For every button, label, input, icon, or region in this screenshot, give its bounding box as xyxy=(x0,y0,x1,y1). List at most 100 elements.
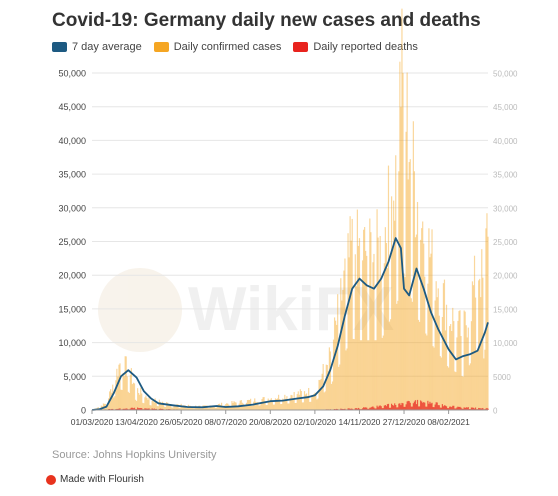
daily-deaths-bar xyxy=(348,408,350,410)
daily-cases-bar xyxy=(389,319,392,410)
y-tick-label-right: 5000 xyxy=(493,373,511,382)
daily-cases-bar xyxy=(251,405,253,410)
daily-deaths-bar xyxy=(415,404,418,410)
y-tick-label-right: 25,000 xyxy=(493,238,518,247)
daily-cases-bar xyxy=(152,400,154,410)
daily-cases-bar xyxy=(261,399,263,410)
x-tick-label: 08/07/2020 xyxy=(204,417,247,427)
y-tick-label-right: 30,000 xyxy=(493,204,518,213)
daily-cases-bar xyxy=(344,258,346,410)
daily-deaths-bar xyxy=(132,408,135,410)
daily-deaths-bar xyxy=(450,406,452,410)
daily-cases-bar xyxy=(122,372,124,410)
daily-deaths-bar xyxy=(111,408,113,410)
daily-cases-bar xyxy=(140,387,142,410)
legend-item-7-day-average[interactable]: 7 day average xyxy=(52,41,142,53)
daily-deaths-bar xyxy=(394,403,396,410)
y-tick-label-right: 15,000 xyxy=(493,305,518,314)
daily-deaths-bar xyxy=(382,408,384,410)
daily-cases-bar xyxy=(258,405,260,410)
daily-deaths-bar xyxy=(155,408,157,410)
daily-deaths-bar xyxy=(395,404,397,410)
source-note: Source: Johns Hopkins University xyxy=(52,449,217,461)
daily-cases-bar xyxy=(442,283,445,410)
daily-cases-bar xyxy=(467,327,469,410)
daily-cases-bar xyxy=(453,321,455,410)
daily-cases-bar xyxy=(167,402,169,410)
daily-cases-bar xyxy=(242,403,244,410)
daily-deaths-bar xyxy=(403,406,405,410)
daily-cases-bar xyxy=(432,346,434,410)
daily-cases-bar xyxy=(212,405,214,410)
daily-cases-bar xyxy=(298,394,300,410)
daily-cases-bar xyxy=(346,348,348,410)
daily-cases-bar xyxy=(366,255,368,410)
daily-deaths-bar xyxy=(383,405,385,410)
x-tick-label: 13/04/2020 xyxy=(115,417,158,427)
daily-cases-bar xyxy=(460,336,462,410)
daily-cases-bar xyxy=(256,402,258,410)
daily-cases-bar xyxy=(286,396,288,410)
daily-cases-bar xyxy=(132,382,135,410)
daily-cases-bar xyxy=(356,209,358,410)
daily-cases-bar xyxy=(300,390,303,410)
daily-deaths-bar xyxy=(413,401,415,410)
daily-cases-bar xyxy=(142,402,144,410)
daily-cases-bar xyxy=(147,399,149,410)
daily-deaths-bar xyxy=(397,407,399,410)
daily-cases-bar xyxy=(295,402,297,410)
daily-cases-bar xyxy=(111,392,113,410)
daily-cases-bar xyxy=(422,221,424,410)
daily-cases-bar xyxy=(157,406,159,410)
daily-cases-bar xyxy=(435,281,437,410)
daily-deaths-bar xyxy=(358,408,361,410)
daily-cases-bar xyxy=(448,367,450,410)
daily-cases-bar xyxy=(465,325,467,410)
daily-deaths-bar xyxy=(434,404,436,410)
daily-cases-bar xyxy=(181,405,183,410)
daily-cases-bar xyxy=(119,363,121,410)
daily-deaths-bar xyxy=(424,402,426,410)
daily-deaths-bar xyxy=(364,407,366,410)
daily-cases-bar xyxy=(374,340,376,410)
daily-deaths-bar xyxy=(369,407,371,410)
daily-cases-bar xyxy=(277,394,280,410)
daily-deaths-bar xyxy=(373,407,375,410)
daily-cases-bar xyxy=(323,392,325,410)
daily-cases-bar xyxy=(243,406,245,410)
daily-cases-bar xyxy=(477,350,479,410)
daily-deaths-bar xyxy=(445,406,448,410)
daily-deaths-bar xyxy=(130,407,132,410)
daily-deaths-bar xyxy=(344,408,346,410)
daily-cases-bar xyxy=(245,402,248,410)
daily-cases-bar xyxy=(413,171,415,410)
y-tick-label-left: 0 xyxy=(81,406,86,416)
x-tick-label: 26/05/2020 xyxy=(160,417,203,427)
daily-cases-bar xyxy=(166,402,168,410)
daily-deaths-bar xyxy=(119,408,121,410)
daily-cases-bar xyxy=(158,399,160,410)
made-with-flourish-link[interactable]: Made with Flourish xyxy=(46,474,144,485)
daily-deaths-bar xyxy=(131,407,134,410)
daily-deaths-bar xyxy=(398,403,400,410)
daily-deaths-bar xyxy=(467,407,469,410)
daily-deaths-bar xyxy=(112,408,114,410)
daily-cases-bar xyxy=(114,396,116,410)
daily-deaths-bar xyxy=(378,405,380,410)
daily-cases-bar xyxy=(137,388,139,410)
daily-cases-bar xyxy=(358,238,361,410)
daily-deaths-bar xyxy=(401,402,403,410)
daily-cases-bar xyxy=(231,401,233,410)
daily-cases-bar xyxy=(426,335,428,410)
daily-cases-bar xyxy=(308,387,310,410)
daily-cases-bar xyxy=(274,398,277,410)
daily-cases-bar xyxy=(380,279,382,410)
daily-cases-bar xyxy=(283,399,285,410)
daily-deaths-bar xyxy=(365,407,367,410)
legend-item-daily-reported-deaths[interactable]: Daily reported deaths xyxy=(293,41,418,53)
daily-cases-bar xyxy=(335,320,337,410)
daily-cases-bar xyxy=(416,201,419,410)
legend-item-daily-confirmed-cases[interactable]: Daily confirmed cases xyxy=(153,41,281,53)
daily-cases-bar xyxy=(319,380,321,410)
made-with-flourish-label: Made with Flourish xyxy=(60,474,144,485)
